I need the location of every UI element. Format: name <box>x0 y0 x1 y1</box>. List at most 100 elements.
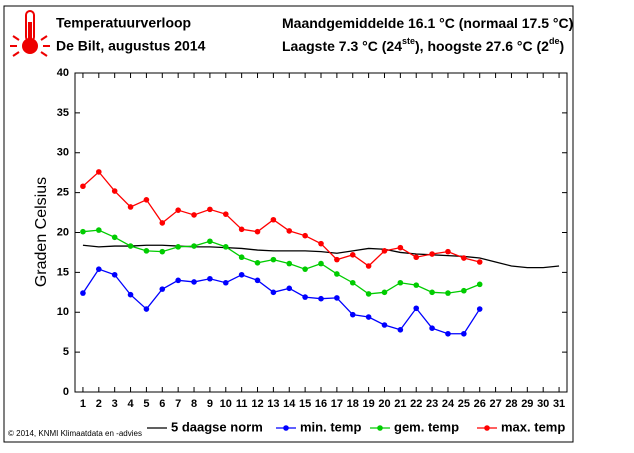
data-point <box>238 254 245 261</box>
data-point <box>254 277 261 284</box>
data-point <box>191 243 197 249</box>
thermometer-icon <box>10 10 50 57</box>
x-tick-label: 10 <box>220 398 232 410</box>
data-point <box>159 248 166 255</box>
data-point <box>96 169 102 175</box>
legend-label: 5 daagse norm <box>171 419 263 434</box>
data-point <box>270 289 277 296</box>
x-tick-label: 9 <box>207 398 213 410</box>
data-point <box>175 244 181 250</box>
annotation-text: ), hoogste 27.6 °C (2 <box>415 38 549 54</box>
data-point <box>96 227 102 233</box>
data-point <box>334 256 340 263</box>
data-point <box>80 228 86 235</box>
data-point <box>270 256 277 263</box>
x-tick-label: 16 <box>315 398 327 410</box>
series-line <box>82 170 480 267</box>
data-point <box>318 260 324 267</box>
data-point <box>381 248 388 254</box>
x-tick-label: 3 <box>112 398 118 410</box>
data-point <box>175 207 181 213</box>
data-point <box>302 266 308 272</box>
x-tick-label: 18 <box>347 398 359 410</box>
data-point <box>476 259 483 265</box>
legend-label: min. temp <box>300 419 361 434</box>
series-line <box>82 229 480 295</box>
data-point <box>207 238 213 245</box>
x-tick-label: 20 <box>378 398 390 410</box>
data-point <box>429 289 435 296</box>
data-point <box>365 263 372 269</box>
data-point <box>318 295 324 302</box>
x-tick-label: 29 <box>521 398 533 410</box>
data-point <box>207 275 213 282</box>
annotation: Laagste 7.3 °C (24ste), hoogste 27.6 °C … <box>282 36 564 53</box>
data-point <box>461 255 467 261</box>
data-point <box>191 279 197 285</box>
y-tick-label: 0 <box>63 386 69 398</box>
legend-label: max. temp <box>501 419 565 434</box>
y-tick-label: 15 <box>57 266 69 278</box>
data-point <box>445 330 451 337</box>
data-point <box>381 322 388 328</box>
legend-marker <box>484 425 490 431</box>
data-point <box>334 295 340 301</box>
data-point <box>445 248 451 255</box>
chart-title: Temperatuurverloop <box>56 15 191 31</box>
y-tick-label: 10 <box>57 306 69 318</box>
data-point <box>143 248 150 254</box>
data-point <box>80 290 86 296</box>
data-point <box>80 183 86 190</box>
x-tick-label: 11 <box>236 398 248 410</box>
data-point <box>429 251 435 257</box>
outer-frame <box>3 5 574 443</box>
x-tick-label: 15 <box>299 398 311 410</box>
x-tick-label: 1 <box>80 398 86 410</box>
data-point <box>413 305 420 312</box>
data-point <box>476 306 483 312</box>
x-tick-label: 7 <box>175 398 181 410</box>
footer: © 2014, KNMI Klimaatdata en -advies <box>8 429 142 438</box>
data-point <box>191 212 197 218</box>
data-point <box>270 216 277 223</box>
y-tick-label: 35 <box>57 107 69 119</box>
data-point <box>334 271 340 277</box>
annotation-text: ) <box>559 38 564 54</box>
x-tick-label: 22 <box>410 398 422 410</box>
y-tick-label: 30 <box>57 147 69 159</box>
y-axis-label: Graden Celsius <box>33 177 50 287</box>
data-point <box>143 197 150 203</box>
data-point <box>286 260 293 267</box>
data-point <box>365 314 372 320</box>
x-tick-label: 6 <box>159 398 165 410</box>
series-line <box>82 268 481 335</box>
data-point <box>413 282 420 288</box>
x-tick-label: 24 <box>442 398 455 410</box>
x-tick-label: 12 <box>251 398 263 410</box>
data-point <box>254 228 261 235</box>
data-point <box>127 243 134 249</box>
data-point <box>365 291 372 297</box>
y-tick-label: 20 <box>57 226 69 238</box>
data-point <box>476 281 483 288</box>
x-tick-label: 17 <box>331 398 343 410</box>
x-tick-label: 26 <box>474 398 486 410</box>
annotation: Maandgemiddelde 16.1 °C (normaal 17.5 °C… <box>282 15 573 31</box>
data-point <box>381 289 388 296</box>
data-point <box>207 206 213 213</box>
annotation-sup: ste <box>402 36 415 46</box>
annotation-text: Laagste 7.3 °C (24 <box>282 38 402 54</box>
x-tick-label: 2 <box>96 398 102 410</box>
y-tick-label: 25 <box>57 187 69 199</box>
data-point <box>445 290 451 296</box>
data-point <box>143 306 150 312</box>
data-point <box>318 240 324 247</box>
data-point <box>349 279 356 286</box>
plot-frame <box>74 72 568 393</box>
y-tick-label: 40 <box>57 67 69 79</box>
data-point <box>461 287 467 294</box>
data-point <box>429 325 435 332</box>
legend-marker <box>283 425 289 431</box>
annotation-text: Maandgemiddelde 16.1 °C (normaal 17.5 °C… <box>282 15 573 31</box>
